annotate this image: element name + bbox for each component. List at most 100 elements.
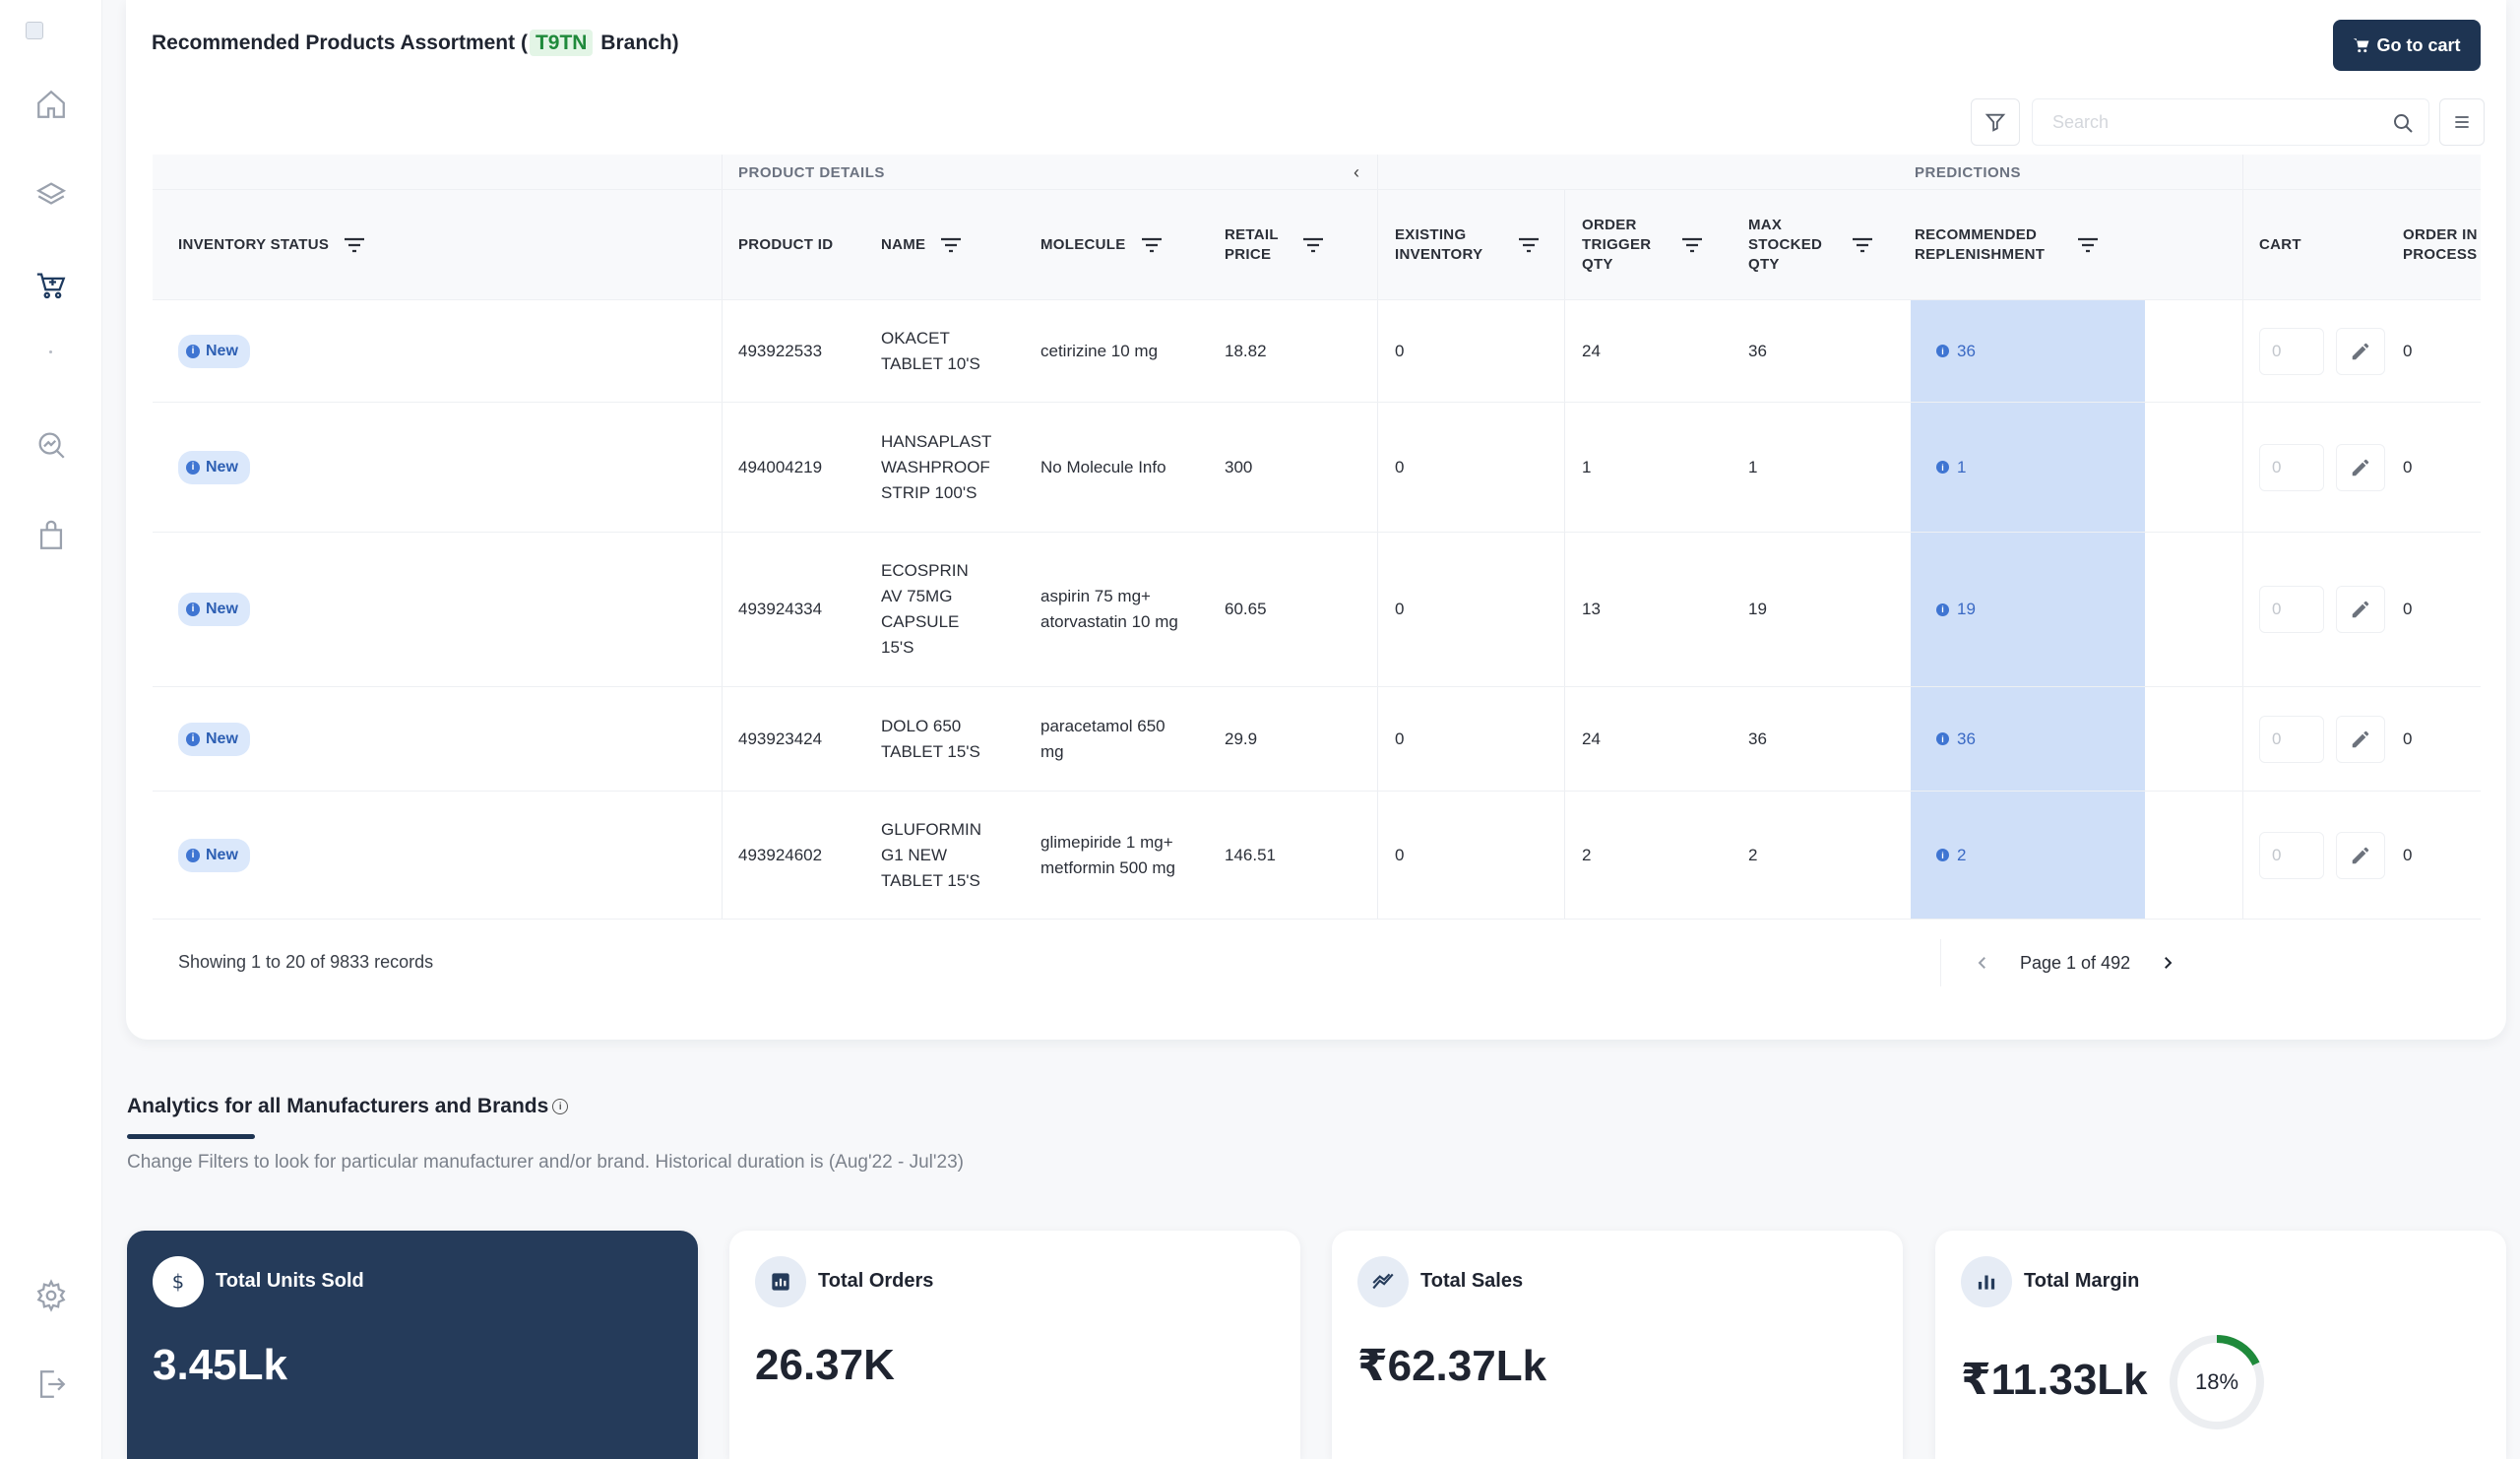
sort-filter-icon[interactable] <box>1301 235 1325 255</box>
group-product-details: PRODUCT DETAILS <box>738 164 885 181</box>
info-icon[interactable]: i <box>552 1099 569 1114</box>
order-trigger-qty: 13 <box>1582 600 1601 618</box>
svg-text:$: $ <box>172 1271 184 1294</box>
edit-button[interactable] <box>2336 831 2385 879</box>
prev-page-button[interactable] <box>1963 943 2002 983</box>
order-in-process: 0 <box>2403 457 2413 476</box>
hamburger-icon <box>2455 116 2469 128</box>
search-box <box>2032 98 2429 146</box>
info-icon: i <box>1936 732 1949 745</box>
cart-qty-input[interactable] <box>2259 327 2324 375</box>
product-id: 493922533 <box>738 341 823 360</box>
page-indicator: Page 1 of 492 <box>2020 952 2131 973</box>
analytics-tab-indicator <box>127 1134 255 1139</box>
gear-icon[interactable] <box>32 1276 71 1315</box>
product-name: ECOSPRIN AV 75MG CAPSULE 15'S <box>881 561 969 657</box>
sort-filter-icon[interactable] <box>939 235 963 255</box>
col-order-trigger-qty[interactable]: ORDER TRIGGER QTY <box>1582 190 1704 300</box>
cart-qty-input[interactable] <box>2259 831 2324 879</box>
product-name: DOLO 650 TABLET 15'S <box>881 716 980 761</box>
search-analytics-icon[interactable] <box>32 425 71 465</box>
order-in-process: 0 <box>2403 341 2413 360</box>
max-stocked-qty: 1 <box>1748 457 1758 476</box>
cart-qty-input[interactable] <box>2259 586 2324 633</box>
bag-icon[interactable] <box>32 516 71 555</box>
info-icon: i <box>1936 345 1949 357</box>
kpi-value: 26.37K <box>755 1341 895 1389</box>
pencil-icon <box>2352 601 2369 618</box>
menu-button[interactable] <box>2439 98 2485 146</box>
table-row: i New 494004219 HANSAPLAST WASHPROOF STRI… <box>153 403 2481 533</box>
retail-price: 18.82 <box>1225 341 1267 360</box>
col-molecule[interactable]: MOLECULE <box>1040 190 1164 300</box>
collapse-group-icon[interactable]: ‹ <box>1354 162 1359 182</box>
col-max-stocked-qty[interactable]: MAX STOCKED QTY <box>1748 190 1874 300</box>
next-page-button[interactable] <box>2148 943 2187 983</box>
pencil-icon <box>2352 343 2369 359</box>
table-row: i New 493924602 GLUFORMIN G1 NEW TABLET 1… <box>153 792 2481 920</box>
sort-filter-icon[interactable] <box>1140 235 1164 255</box>
sort-filter-icon[interactable] <box>2076 235 2100 255</box>
products-table: PRODUCT DETAILS ‹ PREDICTIONS INVENTORY … <box>153 155 2481 1006</box>
retail-price: 60.65 <box>1225 600 1267 618</box>
branch-code: T9TN <box>529 30 594 56</box>
col-retail-price[interactable]: RETAIL PRICE <box>1225 190 1325 300</box>
cart-qty-input[interactable] <box>2259 443 2324 491</box>
edit-button[interactable] <box>2336 327 2385 375</box>
col-existing-inventory[interactable]: EXISTING INVENTORY <box>1395 190 1541 300</box>
sidebar-divider <box>49 350 52 353</box>
table-header: INVENTORY STATUS PRODUCT ID NAME MOLECUL… <box>153 190 2481 300</box>
col-inventory-status[interactable]: INVENTORY STATUS <box>178 190 366 300</box>
edit-button[interactable] <box>2336 586 2385 633</box>
info-icon: i <box>186 603 200 616</box>
column-chart-icon <box>1961 1256 2012 1307</box>
group-predictions: PREDICTIONS <box>1915 164 2022 181</box>
edit-button[interactable] <box>2336 443 2385 491</box>
margin-percent: 18% <box>2194 1369 2239 1394</box>
order-in-process: 0 <box>2403 845 2413 864</box>
existing-inventory: 0 <box>1395 600 1405 618</box>
col-product-id[interactable]: PRODUCT ID <box>738 236 834 253</box>
pencil-icon <box>2352 730 2369 747</box>
sort-filter-icon[interactable] <box>1680 235 1704 255</box>
search-input[interactable] <box>2033 99 2367 145</box>
table-footer: Showing 1 to 20 of 9833 records Page 1 o… <box>153 920 2481 1006</box>
chevron-right-icon <box>2165 957 2173 969</box>
margin-progress-ring <box>2170 1335 2264 1429</box>
info-icon: i <box>186 460 200 475</box>
go-to-cart-button[interactable]: Go to cart <box>2333 20 2481 71</box>
filter-button[interactable] <box>1971 98 2020 146</box>
molecule: paracetamol 650 mg <box>1040 716 1166 761</box>
filter-icon <box>1984 113 2006 132</box>
product-id: 493923424 <box>738 729 823 748</box>
logout-icon[interactable] <box>32 1364 71 1404</box>
order-trigger-qty: 24 <box>1582 729 1601 748</box>
order-trigger-qty: 2 <box>1582 845 1592 864</box>
col-name[interactable]: NAME <box>881 190 963 300</box>
col-recommended-replenishment[interactable]: RECOMMENDED REPLENISHMENT <box>1915 190 2100 300</box>
molecule: glimepiride 1 mg+ metformin 500 mg <box>1040 832 1175 877</box>
cart-icon[interactable] <box>32 266 71 305</box>
sort-filter-icon[interactable] <box>1851 235 1874 255</box>
dollar-icon: $ <box>153 1256 204 1307</box>
kpi-total-orders: Total Orders 26.37K <box>729 1231 1300 1459</box>
table-row: i New 493922533 OKACET TABLET 10'S cetiri… <box>153 300 2481 403</box>
kpi-value: 3.45Lk <box>153 1341 287 1389</box>
cart-qty-input[interactable] <box>2259 715 2324 763</box>
cart-controls <box>2259 403 2385 532</box>
sort-filter-icon[interactable] <box>343 235 366 255</box>
sort-filter-icon[interactable] <box>1517 235 1541 255</box>
home-icon[interactable] <box>32 85 71 124</box>
search-icon[interactable] <box>2391 111 2415 135</box>
info-icon: i <box>186 848 200 862</box>
layers-icon[interactable] <box>32 175 71 215</box>
status-badge: i New <box>178 334 250 368</box>
edit-button[interactable] <box>2336 715 2385 763</box>
info-icon: i <box>1936 603 1949 616</box>
table-row: i New 493923424 DOLO 650 TABLET 15'S para… <box>153 687 2481 792</box>
kpi-total-margin: Total Margin ₹11.33Lk 18% <box>1935 1231 2506 1459</box>
info-icon: i <box>186 731 200 746</box>
retail-price: 29.9 <box>1225 729 1258 748</box>
status-badge: i New <box>178 838 250 872</box>
